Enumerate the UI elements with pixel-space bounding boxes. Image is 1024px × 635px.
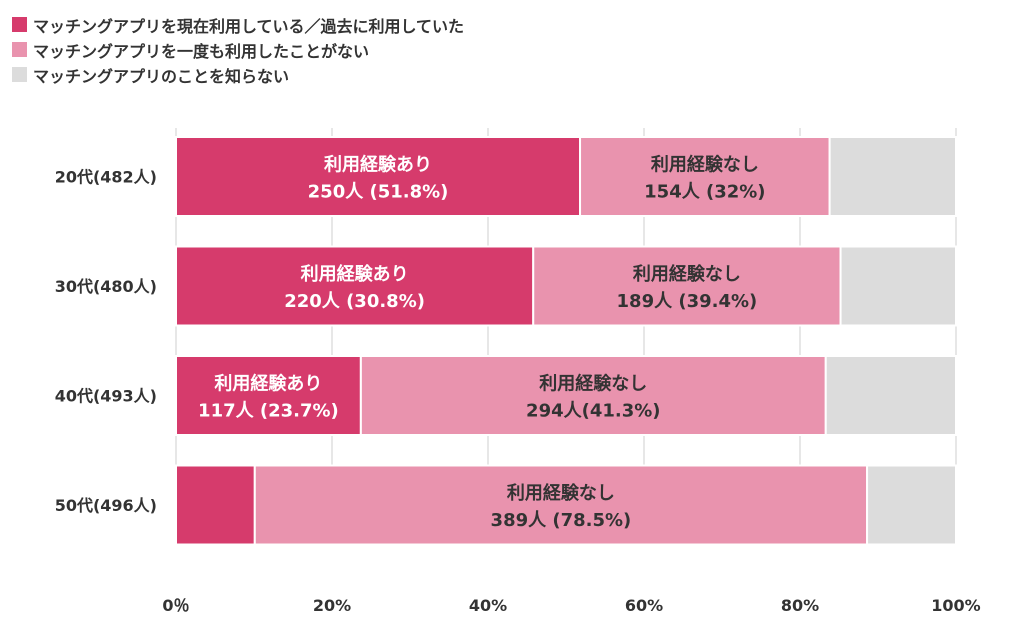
legend-swatch-never-used: [12, 42, 27, 57]
y-category-label: 50代(496人): [55, 496, 157, 515]
bar-data-value: 250人 (51.8%): [308, 182, 449, 203]
legend-swatch-unaware: [12, 67, 27, 82]
bar-data-label: 利用経験なし: [651, 154, 759, 176]
x-tick-label: 0％: [162, 596, 189, 615]
y-category-label: 40代(493人): [55, 387, 157, 406]
bar-segment: [828, 136, 958, 217]
bar-data-label: 利用経験なし: [539, 373, 647, 395]
bar-data-value: 189人 (39.4%): [617, 291, 758, 312]
x-tick-label: 80%: [781, 596, 819, 615]
x-tick-label: 40%: [469, 596, 507, 615]
chart-legend: マッチングアプリを現在利用している／過去に利用していた マッチングアプリを一度も…: [12, 12, 464, 87]
bar-segment: [175, 464, 256, 546]
legend-label-unaware: マッチングアプリのことを知らない: [33, 66, 290, 86]
legend-item-never-used: マッチングアプリを一度も利用したことがない: [12, 37, 464, 62]
legend-item-unaware: マッチングアプリのことを知らない: [12, 62, 464, 87]
bar-data-label: 利用経験なし: [633, 263, 741, 285]
bar-data-value: 220人 (30.8%): [284, 291, 425, 312]
x-tick-label: 60%: [625, 596, 663, 615]
bar-segment: [839, 245, 957, 327]
bar-data-value: 294人(41.3%): [526, 401, 660, 422]
y-category-label: 30代(480人): [55, 277, 157, 296]
bar-data-value: 389人 (78.5%): [491, 510, 632, 531]
x-tick-label: 20%: [313, 596, 351, 615]
bar-data-label: 利用経験あり: [214, 373, 322, 395]
bar-segment: [532, 245, 842, 327]
bar-data-label: 利用経験なし: [507, 482, 615, 504]
bar-segment: [253, 464, 869, 546]
bar-data-value: 117人 (23.7%): [198, 401, 339, 422]
x-tick-label: 100%: [931, 596, 980, 615]
legend-item-used: マッチングアプリを現在利用している／過去に利用していた: [12, 12, 464, 37]
bar-segment: [866, 464, 958, 546]
bar-data-label: 利用経験あり: [301, 263, 409, 285]
bar-segment: [175, 245, 535, 327]
bar-data-label: 利用経験あり: [324, 154, 432, 176]
bar-data-value: 154人 (32%): [644, 182, 765, 203]
legend-label-used: マッチングアプリを現在利用している／過去に利用していた: [33, 16, 465, 36]
bar-segment: [579, 136, 831, 217]
legend-swatch-used: [12, 17, 27, 32]
legend-label-never-used: マッチングアプリを一度も利用したことがない: [33, 41, 370, 61]
bar-segment: [824, 355, 957, 436]
y-category-label: 20代(482人): [55, 168, 157, 187]
bar-segment: [359, 355, 827, 436]
bar-segment: [175, 136, 582, 217]
bar-segment: [175, 355, 362, 436]
